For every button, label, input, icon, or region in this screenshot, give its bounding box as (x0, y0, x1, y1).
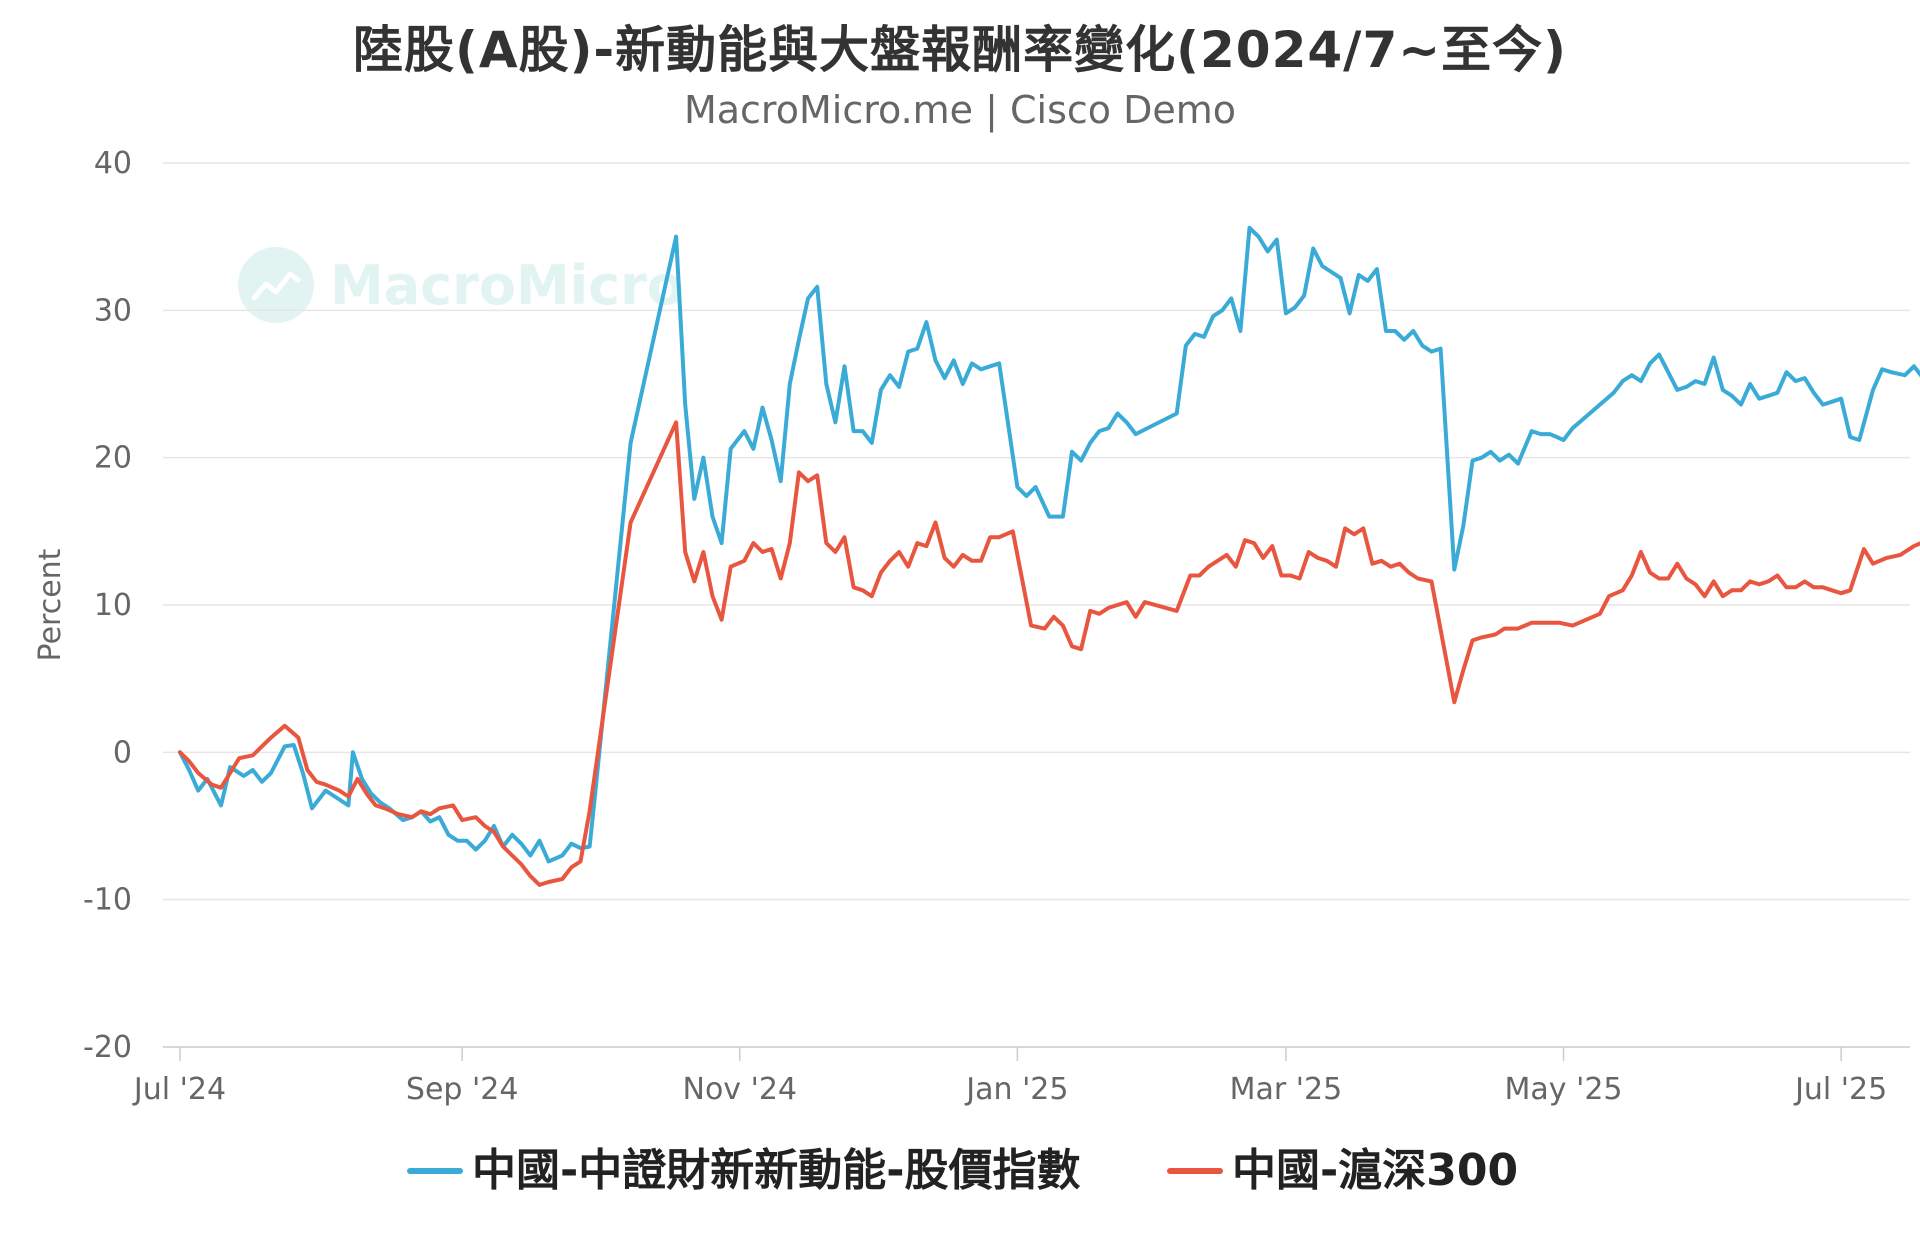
x-tick-label: Nov '24 (683, 1072, 798, 1107)
y-tick-label: 20 (94, 441, 132, 476)
chart-title: 陸股(A股)-新動能與大盤報酬率變化(2024/7~至今) (353, 21, 1567, 79)
x-tick-label: Jan '25 (964, 1072, 1068, 1107)
x-tick-label: Jul '24 (132, 1072, 226, 1107)
y-tick-label: 40 (94, 146, 132, 181)
legend-label: 中國-滬深300 (1232, 1145, 1518, 1196)
legend-label: 中國-中證財新新動能-股價指數 (472, 1145, 1081, 1196)
y-tick-label: 0 (113, 735, 132, 770)
legend-item-1[interactable]: 中國-中證財新新動能-股價指數 (407, 1145, 1081, 1196)
y-axis-label: Percent (33, 548, 68, 661)
series-line-2[interactable] (178, 420, 1920, 887)
y-tick-label: 10 (94, 588, 132, 623)
x-tick-label: Sep '24 (406, 1072, 519, 1107)
y-tick-label: -10 (83, 883, 132, 918)
chart-subtitle: MacroMicro.me | Cisco Demo (683, 88, 1237, 132)
x-tick-label: Jul '25 (1793, 1072, 1887, 1107)
x-tick-label: May '25 (1505, 1072, 1623, 1107)
watermark-icon-line (251, 271, 301, 301)
y-tick-label: 30 (94, 293, 132, 328)
watermark-icon (238, 247, 314, 323)
series-line-1[interactable] (178, 225, 1920, 864)
x-tick-label: Mar '25 (1230, 1072, 1343, 1107)
y-tick-label: -20 (83, 1030, 132, 1065)
legend-item-2[interactable]: 中國-滬深300 (1167, 1145, 1518, 1196)
watermark-text: MacroMicro (330, 254, 684, 317)
watermark-logo: MacroMicro (238, 247, 684, 323)
